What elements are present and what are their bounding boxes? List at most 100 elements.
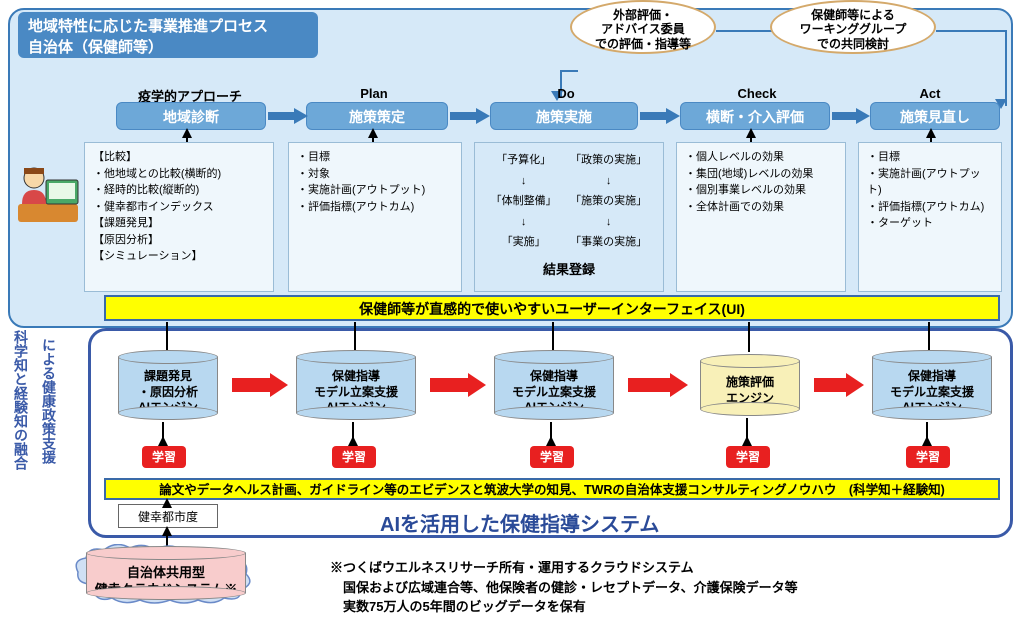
- cyl-text: 課題発見: [144, 369, 192, 383]
- up-line: [748, 322, 750, 352]
- do-cell: 「事業の実施」: [564, 233, 653, 252]
- ai-system-title: AIを活用した保健指導システム: [380, 508, 659, 537]
- arrow-head: [476, 108, 490, 124]
- learn-box: 学習: [332, 446, 376, 468]
- arrow-head: [294, 108, 308, 124]
- user-icon: [14, 160, 82, 228]
- phase-box-act: 施策見直し: [870, 102, 1000, 130]
- fb-line: [936, 30, 1006, 32]
- learn-box: 学習: [906, 446, 950, 468]
- up-line: [550, 422, 552, 442]
- vert-label-2: による健康政策支援: [38, 338, 58, 464]
- top-title: 地域特性に応じた事業推進プロセス 自治体（保健師等）: [18, 12, 318, 58]
- content-line: 【原因分析】: [93, 232, 265, 249]
- footer-line: 国保および広域連合等、他保険者の健診・レセプトデータ、介護保険データ等: [330, 580, 798, 595]
- phase-label-plan: Plan: [334, 86, 414, 101]
- content-line: ・ターゲット: [867, 215, 993, 232]
- up-arrow-icon: [162, 498, 172, 508]
- content-line: ・集団(地域)レベルの効果: [685, 166, 837, 183]
- up-line: [926, 422, 928, 442]
- fb-line: [1005, 30, 1007, 106]
- cyl-text: 保健指導: [908, 369, 956, 383]
- red-arrow-head: [468, 373, 486, 397]
- arrow-body: [450, 112, 478, 120]
- footer-line: ※つくばウエルネスリサーチ所有・運用するクラウドシステム: [330, 560, 694, 575]
- content-line: ・実施計画(アウトプット): [297, 182, 453, 199]
- cylinder-do-ai: 保健指導 モデル立案支援 AIエンジン: [494, 350, 614, 420]
- eval-text: 保健師等による: [811, 8, 895, 22]
- cloud-text: 自治体共用型: [127, 565, 205, 580]
- cyl-text: 保健指導: [530, 369, 578, 383]
- eval-text: ワーキンググループ: [800, 22, 907, 36]
- content-diagnosis: 【比較】 ・他地域との比較(横断的) ・経時的比較(縦断的) ・健幸都市インデッ…: [84, 142, 274, 292]
- fb-line: [716, 30, 772, 32]
- top-title-line1: 地域特性に応じた事業推進プロセス: [28, 18, 268, 35]
- up-line: [552, 322, 554, 350]
- eval-text: アドバイス委員: [601, 22, 685, 36]
- up-line: [162, 422, 164, 442]
- arrow-body: [640, 112, 668, 120]
- content-act: ・目標 ・実施計画(アウトプット) ・評価指標(アウトカム) ・ターゲット: [858, 142, 1002, 292]
- cylinder-discovery: 課題発見 ・原因分析 AIエンジン: [118, 350, 218, 420]
- eval-text: での共同検討: [817, 37, 889, 51]
- red-arrow-body: [232, 378, 272, 392]
- arrow-body: [832, 112, 858, 120]
- phase-box-diagnosis: 地域診断: [116, 102, 266, 130]
- content-line: ・健幸都市インデックス: [93, 199, 265, 216]
- learn-box: 学習: [142, 446, 186, 468]
- fb-line: [560, 70, 578, 72]
- content-line: ・対象: [297, 166, 453, 183]
- phase-box-plan: 施策策定: [306, 102, 448, 130]
- cloud-system: 自治体共用型 健幸クラウドシステム※: [80, 546, 250, 606]
- up-arrow-icon: [162, 526, 172, 536]
- eval-text: 外部評価・: [613, 8, 673, 22]
- up-line: [352, 422, 354, 442]
- diagram-root: 地域特性に応じた事業推進プロセス 自治体（保健師等） 外部評価・ アドバイス委員…: [0, 0, 1021, 640]
- red-arrow-head: [270, 373, 288, 397]
- up-arrow-icon: [182, 128, 192, 138]
- eval-oval-external: 外部評価・ アドバイス委員 での評価・指導等: [570, 0, 716, 54]
- content-plan: ・目標 ・対象 ・実施計画(アウトプット) ・評価指標(アウトカム): [288, 142, 462, 292]
- eval-text: での評価・指導等: [595, 37, 691, 51]
- cylinder-act-ai: 保健指導 モデル立案支援 AIエンジン: [872, 350, 992, 420]
- content-line: ・全体計画での効果: [685, 199, 837, 216]
- arrow-body: [268, 112, 296, 120]
- up-line: [746, 418, 748, 442]
- content-line: 【課題発見】: [93, 215, 265, 232]
- content-line: ・個人レベルの効果: [685, 149, 837, 166]
- learn-box: 学習: [726, 446, 770, 468]
- red-arrow-head: [670, 373, 688, 397]
- do-cell: 「予算化」: [485, 151, 562, 170]
- do-result: 結果登録: [483, 260, 655, 280]
- content-line: ・目標: [297, 149, 453, 166]
- phase-label-check: Check: [712, 86, 802, 101]
- up-line: [354, 322, 356, 350]
- top-title-line2: 自治体（保健師等）: [28, 39, 163, 56]
- learn-box: 学習: [530, 446, 574, 468]
- do-cell: 「施策の実施」: [564, 192, 653, 211]
- content-check: ・個人レベルの効果 ・集団(地域)レベルの効果 ・個別事業レベルの効果 ・全体計…: [676, 142, 846, 292]
- content-line: ・個別事業レベルの効果: [685, 182, 837, 199]
- arrow-head: [856, 108, 870, 124]
- content-line: ・実施計画(アウトプット): [867, 166, 993, 199]
- up-line: [928, 322, 930, 350]
- up-line: [166, 322, 168, 350]
- cyl-text: 保健指導: [332, 369, 380, 383]
- eval-oval-workgroup: 保健師等による ワーキンググループ での共同検討: [770, 0, 936, 54]
- up-arrow-icon: [368, 128, 378, 138]
- cyl-text: ・原因分析: [138, 385, 198, 399]
- cylinder-eval: 施策評価 エンジン: [700, 354, 800, 416]
- do-cell: 「体制整備」: [485, 192, 562, 211]
- phase-label-act: Act: [900, 86, 960, 101]
- do-cell: 「実施」: [485, 233, 562, 252]
- cylinder-plan-ai: 保健指導 モデル立案支援 AIエンジン: [296, 350, 416, 420]
- arrow-head: [666, 108, 680, 124]
- phase-label-do: Do: [536, 86, 596, 101]
- content-line: ・経時的比較(縦断的): [93, 182, 265, 199]
- red-arrow-head: [846, 373, 864, 397]
- cyl-text: 施策評価: [726, 375, 774, 389]
- phase-box-check: 横断・介入評価: [680, 102, 830, 130]
- content-line: ・評価指標(アウトカム): [867, 199, 993, 216]
- content-line: ・目標: [867, 149, 993, 166]
- evidence-bar: 論文やデータヘルス計画、ガイドライン等のエビデンスと筑波大学の知見、TWRの自治…: [104, 478, 1000, 500]
